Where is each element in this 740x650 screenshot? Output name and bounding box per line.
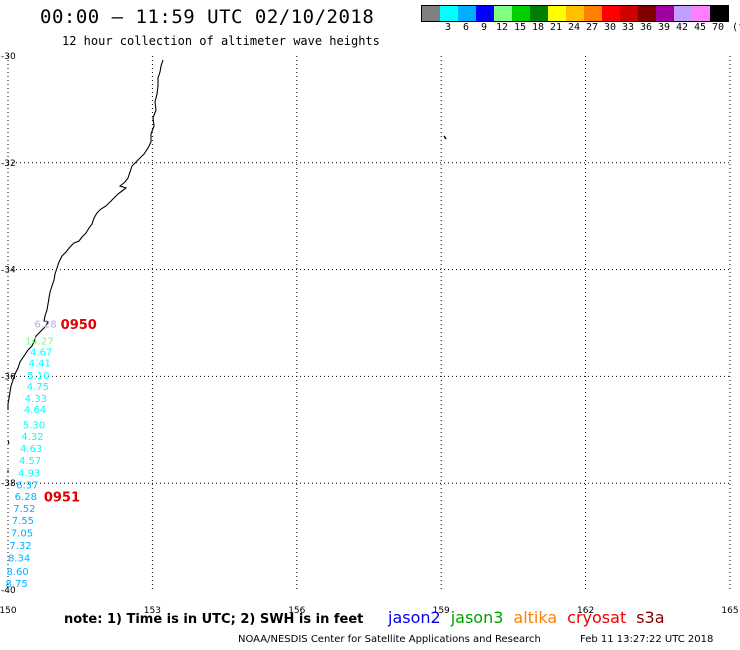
map-gridlines xyxy=(7,56,731,590)
colorbar-swatch xyxy=(422,6,440,21)
wave-height-value: 6.28 xyxy=(34,320,56,331)
wave-height-value: 8.60 xyxy=(6,567,28,578)
colorbar-label: 36 xyxy=(639,22,653,33)
wave-height-value: 6.28 xyxy=(15,492,37,503)
satellite-legend-cryosat: cryosat xyxy=(567,608,627,627)
colorbar-swatch xyxy=(494,6,512,21)
lat-tick-label: -30 xyxy=(1,52,16,62)
colorbar-swatch xyxy=(638,6,656,21)
colorbar-label: 33 xyxy=(621,22,635,33)
wave-height-value: 7.52 xyxy=(13,504,35,515)
lon-tick-label: 159 xyxy=(433,606,450,616)
colorbar-swatch xyxy=(710,6,728,21)
colorbar-label: 9 xyxy=(480,22,488,33)
colorbar-label: 45 xyxy=(693,22,707,33)
wave-height-value: 5.10 xyxy=(27,371,49,382)
colorbar-label: 21 xyxy=(549,22,563,33)
wave-height-value: 4.93 xyxy=(18,469,40,480)
colorbar-swatch xyxy=(548,6,566,21)
colorbar-swatch xyxy=(530,6,548,21)
wave-height-value: 8.75 xyxy=(6,579,28,590)
colorbar-label: 70 xyxy=(711,22,725,33)
wave-height-value: 4.32 xyxy=(21,432,43,443)
colorbar-label: 3 xyxy=(444,22,452,33)
map-subtitle: 12 hour collection of altimeter wave hei… xyxy=(62,34,380,48)
colorbar-swatch xyxy=(476,6,494,21)
colorbar-label: 18 xyxy=(531,22,545,33)
colorbar-swatch xyxy=(584,6,602,21)
wave-height-value: 5.30 xyxy=(23,420,45,431)
colorbar-label: 30 xyxy=(603,22,617,33)
colorbar-swatch xyxy=(620,6,638,21)
footer-note: note: 1) Time is in UTC; 2) SWH is in fe… xyxy=(64,612,364,627)
satellite-legend-s3a: s3a xyxy=(636,608,665,627)
colorbar-label: 42 xyxy=(675,22,689,33)
colorbar-swatch xyxy=(440,6,458,21)
footer-credit: NOAA/NESDIS Center for Satellite Applica… xyxy=(238,634,541,645)
colorbar-swatch xyxy=(566,6,584,21)
wave-height-value: 14.27 xyxy=(25,337,54,348)
lon-tick-label: 153 xyxy=(144,606,161,616)
footer-timestamp: Feb 11 13:27:22 UTC 2018 xyxy=(580,634,714,645)
lon-tick-label: 150 xyxy=(0,606,17,616)
wave-height-value: 4.33 xyxy=(25,394,47,405)
lon-tick-label: 165 xyxy=(721,606,738,616)
satellite-legend-altika: altika xyxy=(513,608,558,627)
satellite-legend-jason3: jason3 xyxy=(450,608,504,627)
lat-tick-label: -40 xyxy=(1,586,16,596)
wave-height-colorbar xyxy=(421,5,729,22)
lat-tick-label: -36 xyxy=(1,372,16,382)
map-axes: 150 153 156 159 162 165 -30 -32 -34 -36 -38 -40 xyxy=(0,52,739,616)
lon-tick-label: 162 xyxy=(577,606,594,616)
colorbar-swatch xyxy=(674,6,692,21)
wave-height-value: 7.55 xyxy=(12,516,34,527)
lat-tick-label: -32 xyxy=(1,159,16,169)
wave-height-value: 4.75 xyxy=(27,382,49,393)
map-title: 00:00 – 11:59 UTC 02/10/2018 xyxy=(40,6,375,28)
satellite-legend-jason2: jason2 xyxy=(388,608,441,627)
wave-height-value: 4.57 xyxy=(19,456,41,467)
colorbar-swatch xyxy=(602,6,620,21)
lat-tick-label: -38 xyxy=(1,479,16,489)
satellite-legend: jason2 jason3 altika cryosat s3a xyxy=(388,608,675,627)
wave-height-value: 6.37 xyxy=(16,480,38,491)
wave-height-value: 4.63 xyxy=(20,444,42,455)
pass-time-label: 0950 xyxy=(61,318,97,333)
colorbar-swatch xyxy=(512,6,530,21)
colorbar-label: 12 xyxy=(495,22,509,33)
colorbar-label: 15 xyxy=(513,22,527,33)
wave-height-value: 4.67 xyxy=(30,347,52,358)
wave-height-value: 8.34 xyxy=(8,553,30,564)
colorbar-label: 27 xyxy=(585,22,599,33)
colorbar-label: 39 xyxy=(657,22,671,33)
lon-tick-label: 156 xyxy=(288,606,305,616)
lat-tick-label: -34 xyxy=(1,266,16,276)
wave-height-value: 4.64 xyxy=(24,405,46,416)
pass-time-labels: 0950 0951 xyxy=(44,318,97,505)
colorbar-swatch xyxy=(656,6,674,21)
wave-height-value: 7.05 xyxy=(11,528,33,539)
wave-height-observations: 6.28 14.274.674.415.104.754.334.64 5.304.3… xyxy=(6,320,57,591)
wave-height-value: 7.32 xyxy=(9,541,31,552)
colorbar-label: 6 xyxy=(462,22,470,33)
colorbar-unit: (ft) xyxy=(732,22,740,33)
colorbar-swatch xyxy=(692,6,710,21)
pass-time-label: 0951 xyxy=(44,491,80,506)
colorbar-swatch xyxy=(458,6,476,21)
wave-height-value: 4.41 xyxy=(29,359,51,370)
coastline xyxy=(7,59,447,473)
colorbar-label: 24 xyxy=(567,22,581,33)
